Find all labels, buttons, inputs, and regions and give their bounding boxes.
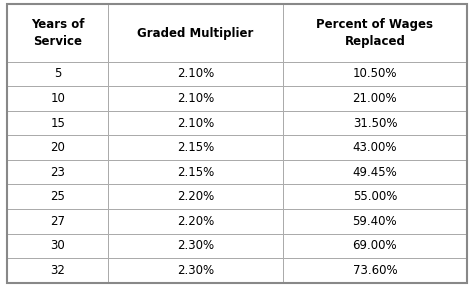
Bar bbox=[283, 185, 467, 209]
Text: 20: 20 bbox=[50, 141, 65, 154]
Bar bbox=[283, 209, 467, 234]
Bar bbox=[108, 86, 283, 111]
Text: 2.20%: 2.20% bbox=[177, 190, 214, 203]
Text: 2.20%: 2.20% bbox=[177, 215, 214, 228]
Text: 31.50%: 31.50% bbox=[353, 117, 397, 130]
Text: 59.40%: 59.40% bbox=[353, 215, 397, 228]
Text: 30: 30 bbox=[50, 239, 65, 252]
Bar bbox=[283, 86, 467, 111]
Text: 25: 25 bbox=[50, 190, 65, 203]
Text: 69.00%: 69.00% bbox=[353, 239, 397, 252]
Text: 2.10%: 2.10% bbox=[177, 67, 214, 80]
Bar bbox=[108, 209, 283, 234]
Bar bbox=[7, 135, 108, 160]
Bar bbox=[7, 86, 108, 111]
Bar bbox=[108, 160, 283, 185]
Bar bbox=[7, 234, 108, 258]
Text: 49.45%: 49.45% bbox=[353, 166, 397, 179]
Text: Years of
Service: Years of Service bbox=[31, 18, 84, 48]
Bar bbox=[108, 4, 283, 62]
Text: 32: 32 bbox=[50, 264, 65, 277]
Bar bbox=[7, 185, 108, 209]
Text: 21.00%: 21.00% bbox=[353, 92, 397, 105]
Text: 2.30%: 2.30% bbox=[177, 239, 214, 252]
Bar bbox=[7, 209, 108, 234]
Bar bbox=[283, 111, 467, 135]
Text: 23: 23 bbox=[50, 166, 65, 179]
Text: 10.50%: 10.50% bbox=[353, 67, 397, 80]
Bar bbox=[108, 234, 283, 258]
Bar bbox=[7, 62, 108, 86]
Bar bbox=[108, 111, 283, 135]
Text: Graded Multiplier: Graded Multiplier bbox=[137, 26, 254, 40]
Text: 2.15%: 2.15% bbox=[177, 141, 214, 154]
Bar bbox=[283, 160, 467, 185]
Bar bbox=[108, 258, 283, 283]
Text: 15: 15 bbox=[50, 117, 65, 130]
Bar bbox=[283, 62, 467, 86]
Text: 2.15%: 2.15% bbox=[177, 166, 214, 179]
Text: 55.00%: 55.00% bbox=[353, 190, 397, 203]
Text: 5: 5 bbox=[54, 67, 61, 80]
Bar bbox=[7, 111, 108, 135]
Text: 73.60%: 73.60% bbox=[353, 264, 397, 277]
Text: 27: 27 bbox=[50, 215, 65, 228]
Bar bbox=[7, 258, 108, 283]
Text: 2.10%: 2.10% bbox=[177, 92, 214, 105]
Bar bbox=[283, 234, 467, 258]
Text: Percent of Wages
Replaced: Percent of Wages Replaced bbox=[317, 18, 433, 48]
Bar bbox=[108, 185, 283, 209]
Bar bbox=[7, 160, 108, 185]
Bar bbox=[283, 258, 467, 283]
Bar bbox=[283, 4, 467, 62]
Bar bbox=[7, 4, 108, 62]
Bar bbox=[108, 135, 283, 160]
Text: 43.00%: 43.00% bbox=[353, 141, 397, 154]
Text: 2.10%: 2.10% bbox=[177, 117, 214, 130]
Text: 10: 10 bbox=[50, 92, 65, 105]
Bar bbox=[108, 62, 283, 86]
Bar bbox=[283, 135, 467, 160]
Text: 2.30%: 2.30% bbox=[177, 264, 214, 277]
